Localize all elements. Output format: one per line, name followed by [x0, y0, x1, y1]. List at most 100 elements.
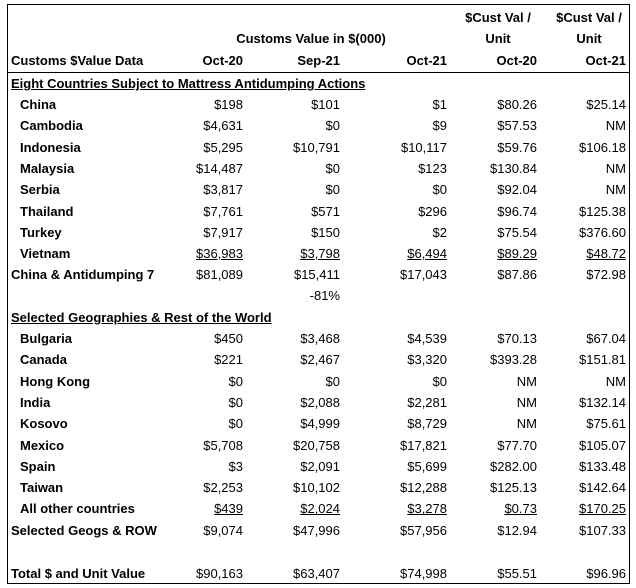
table-cell: $14,487 — [196, 160, 243, 176]
unit-col-header-top-oct21: $Cust Val / — [556, 10, 622, 25]
table-cell: $87.86 — [497, 267, 537, 282]
section2-total-row: Selected Geogs & ROW $9,074 $47,996 $57,… — [8, 520, 629, 541]
table-cell: $17,821 — [400, 437, 447, 453]
table-cell: $2,024 — [300, 501, 340, 517]
country-label: Malaysia — [20, 160, 75, 176]
table-cell: $2,281 — [407, 394, 447, 410]
table-cell: $12,288 — [400, 480, 447, 496]
table-cell: $63,407 — [293, 566, 340, 581]
table-cell: $130.84 — [490, 160, 537, 176]
table-cell: $0 — [325, 182, 340, 198]
table-cell: $125.13 — [490, 480, 537, 496]
table-cell: $10,117 — [400, 139, 447, 155]
table-cell: NM — [605, 160, 626, 176]
col-header-unit-oct21: Oct-21 — [585, 53, 626, 68]
table-cell: $133.48 — [579, 458, 626, 474]
table-cell: $450 — [214, 331, 243, 346]
country-label: Mexico — [20, 437, 65, 453]
table-cell: $81,089 — [196, 267, 243, 282]
table-cell: $25.14 — [586, 97, 626, 112]
row-label-header: Customs $Value Data — [11, 53, 144, 68]
table-cell: $17,043 — [400, 267, 447, 282]
table-row: Thailand $7,761 $571 $296 $96.74 $125.38 — [8, 201, 629, 222]
table-cell: NM — [516, 373, 537, 389]
table-row: Kosovo $0 $4,999 $8,729 NM $75.61 — [8, 413, 629, 434]
table-cell: $15,411 — [293, 267, 340, 282]
col-header-sep21: Sep-21 — [297, 53, 340, 68]
table-cell: $0 — [325, 160, 340, 176]
table-cell: $10,791 — [293, 139, 340, 155]
section1-total-label: China & Antidumping 7 — [11, 267, 155, 282]
table-cell: $96.96 — [586, 566, 626, 581]
table-cell: $150 — [311, 224, 340, 240]
grand-total-row: Total $ and Unit Value $90,163 $63,407 $… — [8, 563, 629, 584]
table-cell: $4,539 — [407, 331, 447, 346]
table-cell: $3,320 — [407, 352, 447, 368]
table-row: Cambodia $4,631 $0 $9 $57.53 NM — [8, 115, 629, 136]
grand-total-label: Total $ and Unit Value — [11, 566, 146, 581]
section2-total-label: Selected Geogs & ROW — [11, 523, 157, 538]
table-cell: $2,467 — [300, 352, 340, 368]
country-label: India — [20, 394, 51, 410]
table-cell: $3,798 — [300, 246, 340, 262]
country-label: Indonesia — [20, 139, 81, 155]
table-cell: $123 — [418, 160, 447, 176]
table-cell: NM — [605, 373, 626, 389]
section2-title: Selected Geographies & Rest of the World — [11, 310, 272, 325]
unit-col-header-top-oct20: $Cust Val / — [465, 10, 531, 25]
col-header-unit-oct20: Oct-20 — [496, 53, 537, 68]
table-cell: $5,708 — [203, 437, 243, 453]
table-cell: $2,088 — [300, 394, 340, 410]
country-label: Serbia — [20, 182, 60, 198]
table-cell: $571 — [311, 203, 340, 219]
country-label: Taiwan — [20, 480, 64, 496]
country-label: All other countries — [20, 501, 135, 517]
table-cell: $0 — [325, 118, 340, 134]
table-row: All other countries $439 $2,024 $3,278 $0.73… — [8, 498, 629, 519]
table-row: Mexico $5,708 $20,758 $17,821 $77.70 $105.07 — [8, 435, 629, 456]
table-cell: $9 — [432, 118, 447, 134]
col-header-oct20: Oct-20 — [202, 53, 243, 68]
table-cell: $125.38 — [579, 203, 626, 219]
table-cell: $12.94 — [497, 523, 537, 538]
table-cell: NM — [516, 394, 537, 410]
table-cell: $1 — [432, 97, 447, 112]
table-row: Spain $3 $2,091 $5,699 $282.00 $133.48 — [8, 456, 629, 477]
table-row: China $198 $101 $1 $80.26 $25.14 — [8, 94, 629, 115]
table-row: Serbia $3,817 $0 $0 $92.04 NM — [8, 179, 629, 200]
table-cell: $101 — [311, 97, 340, 112]
table-cell: $74,998 — [400, 566, 447, 581]
table-cell: $9,074 — [203, 523, 243, 538]
table-cell: $48.72 — [586, 246, 626, 262]
country-label: Cambodia — [20, 118, 83, 134]
table-row: Vietnam $36,983 $3,798 $6,494 $89.29 $48.72 — [8, 243, 629, 264]
table-cell: $296 — [418, 203, 447, 219]
table-cell: $198 — [214, 97, 243, 112]
country-label: Hong Kong — [20, 373, 91, 389]
table-row: Canada $221 $2,467 $3,320 $393.28 $151.81 — [8, 349, 629, 370]
table-cell: $0 — [432, 373, 447, 389]
unit-col-header-mid-oct20: Unit — [485, 31, 511, 46]
country-label: Kosovo — [20, 416, 68, 432]
table-cell: $0 — [228, 416, 243, 432]
table-cell: $105.07 — [579, 437, 626, 453]
table-cell: $2 — [432, 224, 447, 240]
table-cell: $106.18 — [579, 139, 626, 155]
table-cell: $221 — [214, 352, 243, 368]
section1-total-row: China & Antidumping 7 $81,089 $15,411 $1… — [8, 264, 629, 285]
table-cell: $393.28 — [490, 352, 537, 368]
customs-value-group-header: Customs Value in $(000) — [236, 31, 386, 46]
col-header-oct21: Oct-21 — [406, 53, 447, 68]
country-label: Thailand — [20, 203, 74, 219]
section1-title: Eight Countries Subject to Mattress Anti… — [11, 76, 366, 91]
table-cell: $3,817 — [203, 182, 243, 198]
country-label: Bulgaria — [20, 331, 73, 346]
table-cell: $10,102 — [293, 480, 340, 496]
table-cell: $439 — [214, 501, 243, 517]
table-cell: $170.25 — [579, 501, 626, 517]
country-label: China — [20, 97, 57, 112]
table-cell: $36,983 — [196, 246, 243, 262]
table-cell: $57.53 — [497, 118, 537, 134]
table-cell: NM — [605, 182, 626, 198]
country-label: Vietnam — [20, 246, 71, 262]
